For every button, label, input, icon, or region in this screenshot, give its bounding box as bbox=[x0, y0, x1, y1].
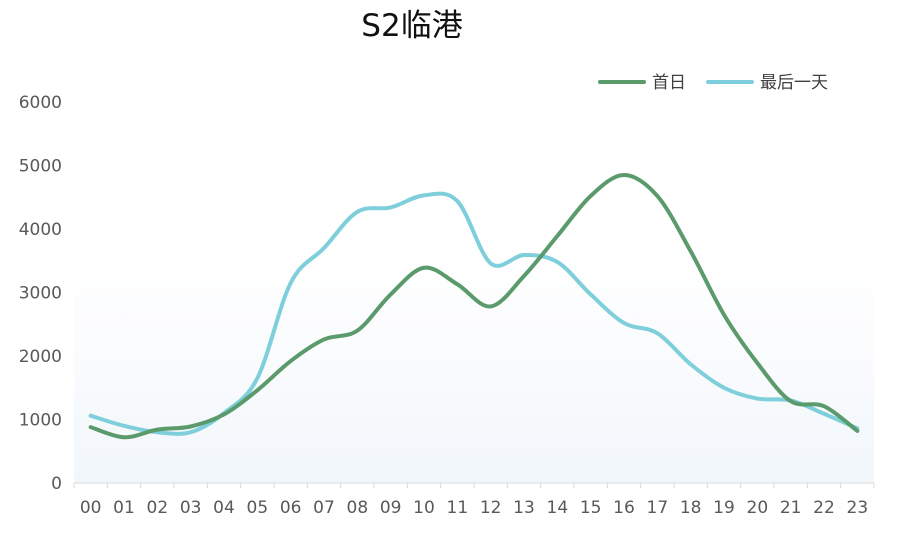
y-tick-label: 4000 bbox=[19, 220, 62, 240]
x-tick-label: 04 bbox=[213, 498, 235, 518]
x-tick-label: 18 bbox=[680, 498, 702, 518]
x-tick-label: 17 bbox=[647, 498, 669, 518]
x-tick-label: 01 bbox=[113, 498, 135, 518]
x-tick-label: 09 bbox=[380, 498, 402, 518]
legend-label-0: 首日 bbox=[652, 73, 686, 93]
chart-title: S2临港 bbox=[361, 8, 462, 44]
series-lines bbox=[88, 173, 860, 440]
x-tick-label: 20 bbox=[747, 498, 769, 518]
y-tick-label: 1000 bbox=[19, 411, 62, 431]
y-tick-label: 5000 bbox=[19, 157, 62, 177]
plot-area bbox=[74, 240, 874, 483]
x-tick-label: 16 bbox=[613, 498, 635, 518]
x-tick-label: 03 bbox=[180, 498, 202, 518]
y-tick-label: 6000 bbox=[19, 93, 62, 113]
x-tick-label: 13 bbox=[513, 498, 535, 518]
x-tick-label: 21 bbox=[780, 498, 802, 518]
x-tick-label: 08 bbox=[347, 498, 369, 518]
y-tick-label: 3000 bbox=[19, 284, 62, 304]
series-line-0 bbox=[88, 173, 860, 440]
legend-label-1: 最后一天 bbox=[760, 73, 828, 93]
x-tick-label: 02 bbox=[147, 498, 169, 518]
x-tick-label: 22 bbox=[813, 498, 835, 518]
y-tick-label: 0 bbox=[51, 474, 62, 494]
x-tick-label: 23 bbox=[847, 498, 869, 518]
x-tick-label: 10 bbox=[413, 498, 435, 518]
x-tick-label: 06 bbox=[280, 498, 302, 518]
y-tick-label: 2000 bbox=[19, 347, 62, 367]
x-tick-label: 12 bbox=[480, 498, 502, 518]
x-tick-label: 11 bbox=[447, 498, 469, 518]
x-tick-label: 19 bbox=[713, 498, 735, 518]
x-tick-label: 05 bbox=[247, 498, 269, 518]
x-tick-label: 07 bbox=[313, 498, 335, 518]
x-tick-label: 15 bbox=[580, 498, 602, 518]
axes: 00 01 02 03 04 05 06 07 08 09 10 11 12 13 14 15 16 17 18 19… bbox=[19, 93, 875, 518]
legend: 首日 最后一天 bbox=[598, 73, 828, 93]
x-tick-label: 00 bbox=[80, 498, 102, 518]
x-tick-label: 14 bbox=[547, 498, 569, 518]
